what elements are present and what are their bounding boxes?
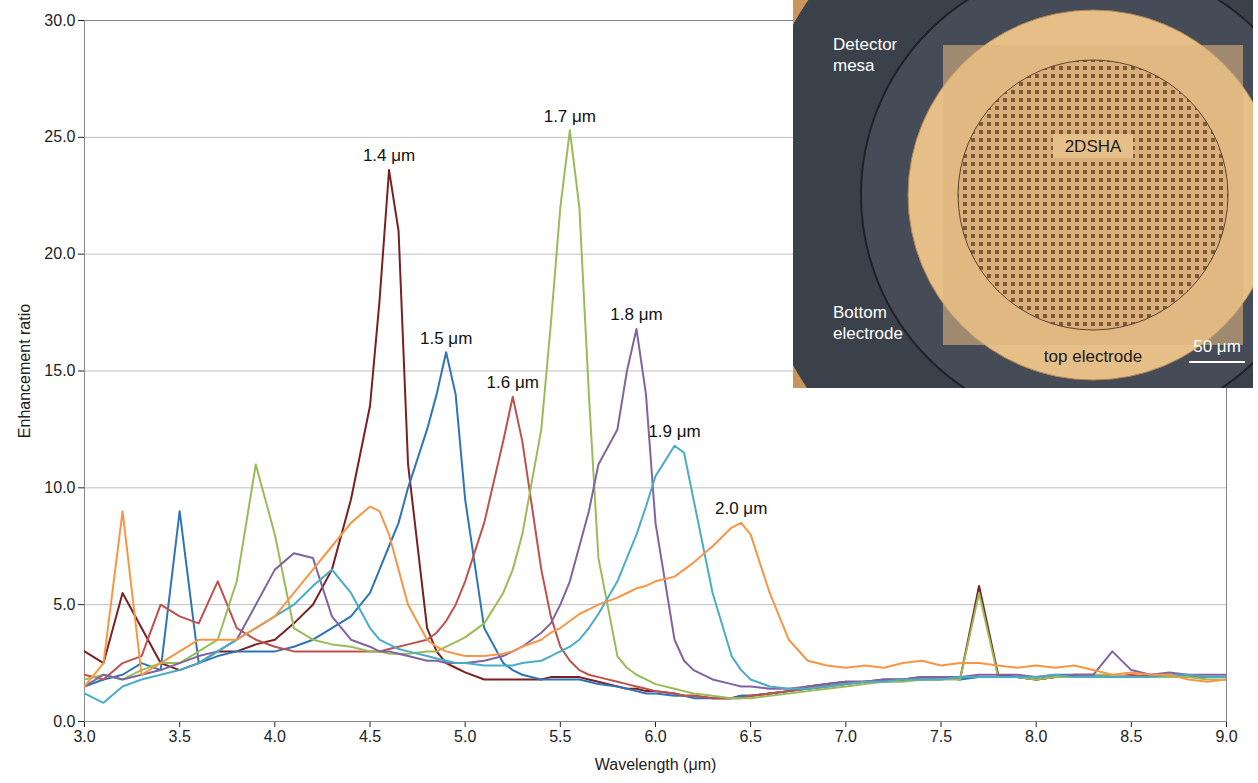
svg-text:Bottomelectrode: Bottomelectrode (833, 303, 903, 343)
svg-text:5.5: 5.5 (549, 728, 571, 745)
svg-text:Wavelength (μm): Wavelength (μm) (595, 756, 717, 773)
svg-text:1.4 μm: 1.4 μm (363, 146, 415, 165)
svg-text:8.0: 8.0 (1025, 728, 1047, 745)
svg-text:6.0: 6.0 (644, 728, 666, 745)
svg-text:15.0: 15.0 (44, 362, 75, 379)
svg-text:1.9 μm: 1.9 μm (648, 422, 700, 441)
svg-text:4.0: 4.0 (264, 728, 286, 745)
svg-text:5.0: 5.0 (53, 596, 75, 613)
svg-text:0.0: 0.0 (53, 713, 75, 730)
svg-text:8.5: 8.5 (1120, 728, 1142, 745)
svg-text:9.0: 9.0 (1215, 728, 1237, 745)
svg-text:2.0 μm: 2.0 μm (715, 499, 767, 518)
svg-text:top electrode: top electrode (1044, 347, 1142, 366)
svg-text:30.0: 30.0 (44, 12, 75, 29)
svg-text:10.0: 10.0 (44, 479, 75, 496)
svg-text:25.0: 25.0 (44, 128, 75, 145)
svg-text:7.5: 7.5 (930, 728, 952, 745)
svg-text:5.0: 5.0 (454, 728, 476, 745)
svg-text:1.5 μm: 1.5 μm (420, 329, 472, 348)
svg-text:2DSHA: 2DSHA (1065, 137, 1122, 156)
svg-text:20.0: 20.0 (44, 245, 75, 262)
svg-text:3.0: 3.0 (73, 728, 95, 745)
svg-text:3.5: 3.5 (169, 728, 191, 745)
svg-text:6.5: 6.5 (740, 728, 762, 745)
svg-text:1.8 μm: 1.8 μm (610, 305, 662, 324)
svg-text:Detectormesa: Detectormesa (833, 35, 898, 75)
svg-text:7.0: 7.0 (835, 728, 857, 745)
svg-text:1.6 μm: 1.6 μm (487, 373, 539, 392)
svg-text:50 μm: 50 μm (1193, 337, 1241, 356)
svg-text:1.7 μm: 1.7 μm (544, 107, 596, 126)
svg-text:Enhancement ratio: Enhancement ratio (16, 304, 33, 438)
svg-text:4.5: 4.5 (359, 728, 381, 745)
